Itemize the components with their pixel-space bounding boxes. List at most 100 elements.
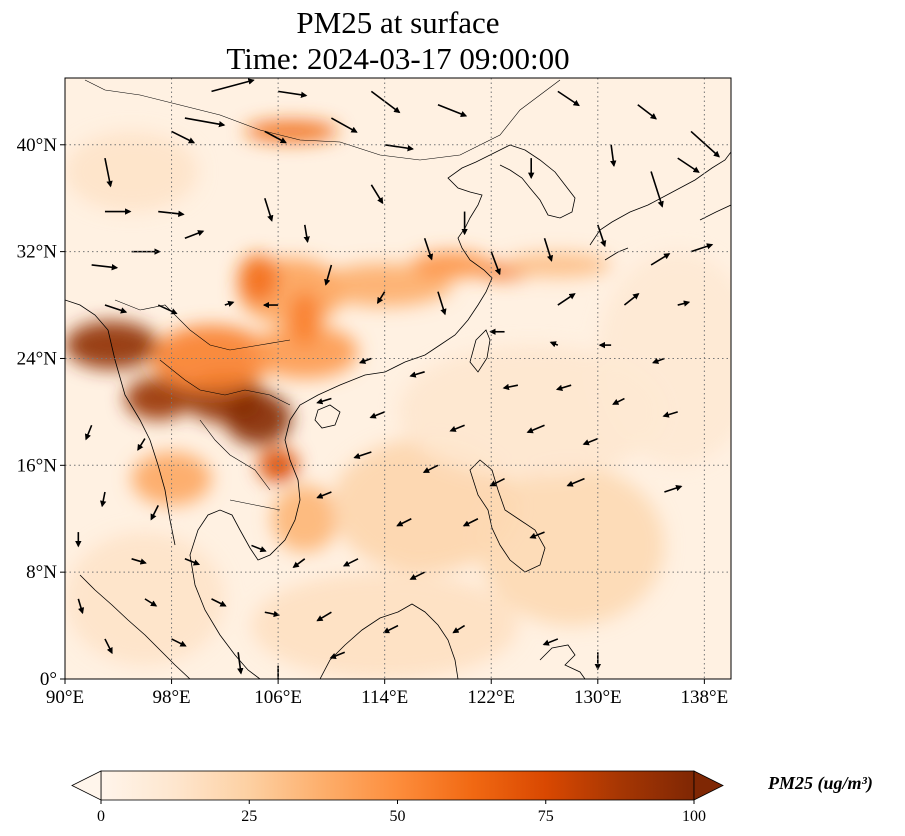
wind-arrow <box>650 253 671 266</box>
x-tick-label: 90°E <box>46 687 84 708</box>
wind-arrow <box>382 624 399 634</box>
pm25-plume <box>411 251 492 279</box>
wind-arrow <box>612 397 625 405</box>
wind-arrow <box>582 437 599 446</box>
wind-vectors <box>75 78 720 679</box>
wind-arrow <box>489 477 505 487</box>
pm25-plume <box>251 325 359 379</box>
wind-arrow <box>91 264 119 271</box>
colorbar-tick-label: 0 <box>97 808 105 825</box>
pm25-plume <box>224 391 292 446</box>
wind-arrow <box>237 652 244 675</box>
wind-arrow <box>490 251 501 276</box>
x-tick-label: 130°E <box>574 687 622 708</box>
coastline-sumatra <box>79 574 191 679</box>
wind-arrow <box>690 243 714 253</box>
coastline-indochina <box>189 419 301 679</box>
pm25-plume <box>288 291 321 346</box>
pm25-plume <box>124 377 192 420</box>
wind-arrow <box>677 157 700 173</box>
wind-arrow <box>437 291 447 316</box>
x-tick-label: 98°E <box>152 687 190 708</box>
wind-arrow <box>664 485 683 493</box>
pm25-plume <box>331 438 518 573</box>
wind-arrow <box>158 210 185 217</box>
y-tick-label: 0° <box>40 669 57 690</box>
wind-arrow <box>137 438 146 451</box>
wind-arrow <box>316 397 332 405</box>
wind-arrow <box>104 157 113 188</box>
colorbar-body <box>100 770 695 801</box>
coastline-myanmar <box>65 299 176 546</box>
wind-arrow <box>264 130 287 144</box>
wind-arrow <box>77 598 85 615</box>
map-title: PM25 at surface <box>296 5 500 40</box>
wind-arrow <box>264 610 281 618</box>
wind-arrow <box>449 424 465 432</box>
wind-arrow <box>677 300 691 307</box>
wind-arrow <box>423 238 434 261</box>
wind-arrow <box>224 300 235 307</box>
wind-arrow <box>171 638 187 647</box>
wind-arrow <box>555 384 572 391</box>
wind-arrow <box>184 558 201 566</box>
wind-arrow <box>452 624 466 634</box>
wind-arrow <box>144 598 158 607</box>
colorbar-tick-label: 100 <box>682 808 706 825</box>
wind-arrow <box>637 104 657 120</box>
colorbar-ticks: 0 25 50 75 100 <box>97 800 706 825</box>
y-tick-label: 32°N <box>17 242 58 263</box>
gridlines <box>65 78 731 679</box>
wind-arrow <box>171 130 196 144</box>
wind-arrow <box>437 103 468 117</box>
wind-arrow <box>377 291 386 304</box>
wind-arrow <box>369 411 385 419</box>
wind-arrow <box>316 611 332 622</box>
pm25-plume <box>251 572 518 679</box>
pm25-plume <box>238 254 279 303</box>
colorbar-tick-label: 50 <box>390 808 406 825</box>
x-tick-label: 114°E <box>361 687 408 708</box>
pm25-plume <box>398 345 665 479</box>
wind-arrow <box>542 638 559 646</box>
coastline-korea <box>499 144 576 219</box>
wind-arrow <box>324 264 333 286</box>
pm25-plume <box>477 465 665 626</box>
wind-arrow <box>264 197 274 222</box>
coastline-borneo <box>319 603 459 679</box>
wind-arrow <box>370 184 384 205</box>
wind-arrow <box>278 90 308 98</box>
wind-arrow <box>662 411 678 418</box>
map-area <box>64 77 732 680</box>
wind-arrow <box>597 224 607 248</box>
wind-arrow <box>623 293 640 306</box>
wind-arrow <box>566 477 585 487</box>
coastlines <box>65 79 731 679</box>
x-tick-label: 106°E <box>254 687 302 708</box>
coastline-hainan <box>314 404 341 429</box>
y-axis-ticks: 0° 8°N 16°N 24°N 32°N 40°N <box>17 135 65 690</box>
colorbar-tick-label: 75 <box>538 808 554 825</box>
wind-arrow <box>329 651 346 659</box>
y-tick-label: 40°N <box>17 135 58 156</box>
x-tick-label: 138°E <box>681 687 729 708</box>
wind-arrow <box>370 90 401 114</box>
wind-arrow <box>502 383 519 391</box>
wind-arrow <box>292 558 306 568</box>
colorbar-label: PM25 (ug/m³) <box>768 773 873 793</box>
wind-arrow <box>422 464 439 474</box>
wind-arrow <box>157 304 178 315</box>
colorbar-extend-max <box>693 770 724 801</box>
y-tick-label: 24°N <box>17 348 58 369</box>
x-tick-label: 122°E <box>467 687 515 708</box>
y-tick-label: 8°N <box>26 562 57 583</box>
wind-arrow <box>104 304 128 314</box>
pm25-plume <box>244 120 339 143</box>
wind-arrow <box>211 78 255 93</box>
wind-arrow <box>353 451 372 459</box>
wind-arrow <box>462 518 479 527</box>
wind-arrow <box>184 230 205 240</box>
map-subtitle-time: Time: 2024-03-17 09:00:00 <box>226 41 570 76</box>
wind-arrow <box>100 491 107 508</box>
wind-arrow <box>211 598 227 607</box>
